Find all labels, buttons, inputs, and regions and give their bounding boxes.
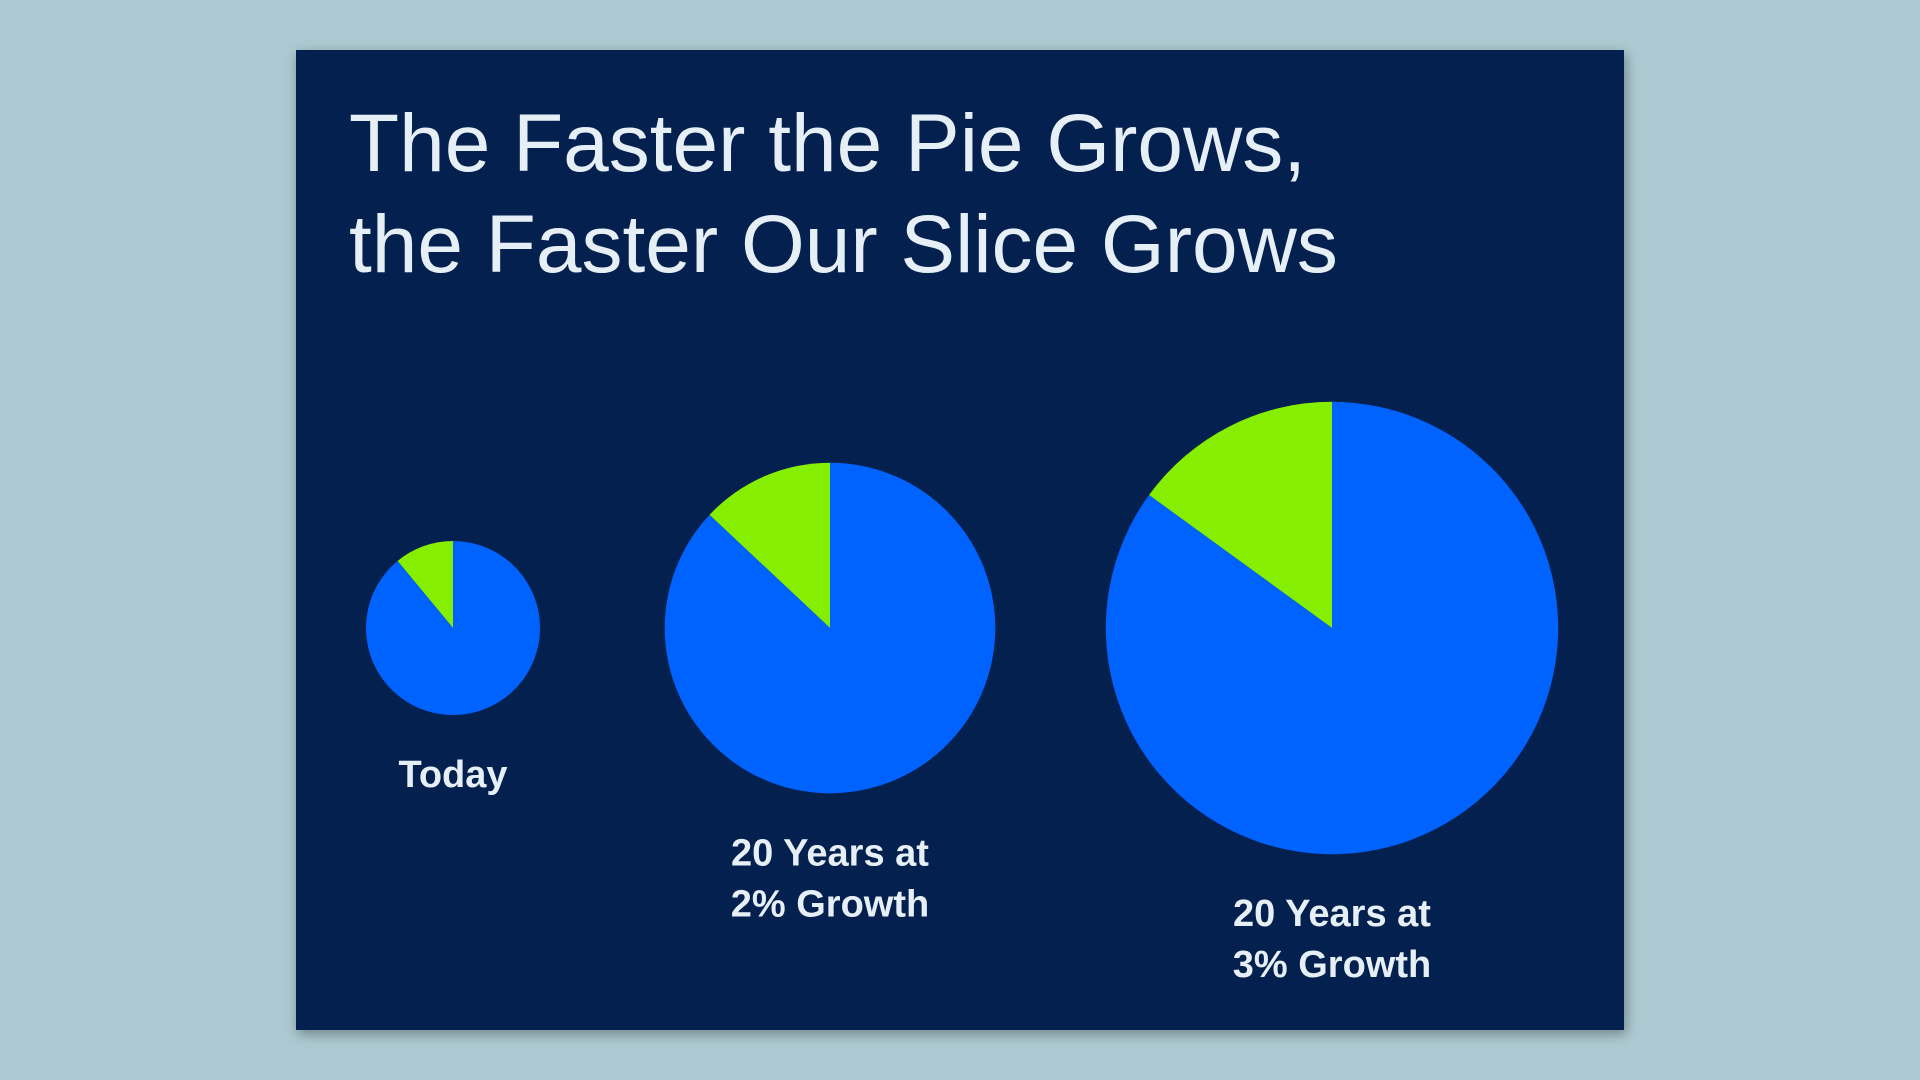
pie-slice (1105, 401, 1559, 855)
pie-slice (397, 541, 453, 628)
chart-title: the Faster Our Slice Grows (349, 199, 1338, 290)
chart-title: The Faster the Pie Grows, (349, 98, 1306, 189)
pie-label: 20 Years at (1233, 893, 1431, 935)
pie-slice (366, 541, 540, 716)
pie-slice (664, 462, 996, 794)
pie-slice (1149, 401, 1332, 628)
pie-slice (709, 462, 830, 628)
pie-label: Today (398, 754, 507, 796)
pie-label: 20 Years at (731, 832, 929, 874)
pie-label: 3% Growth (1233, 944, 1431, 986)
pie-label: 2% Growth (731, 883, 929, 925)
